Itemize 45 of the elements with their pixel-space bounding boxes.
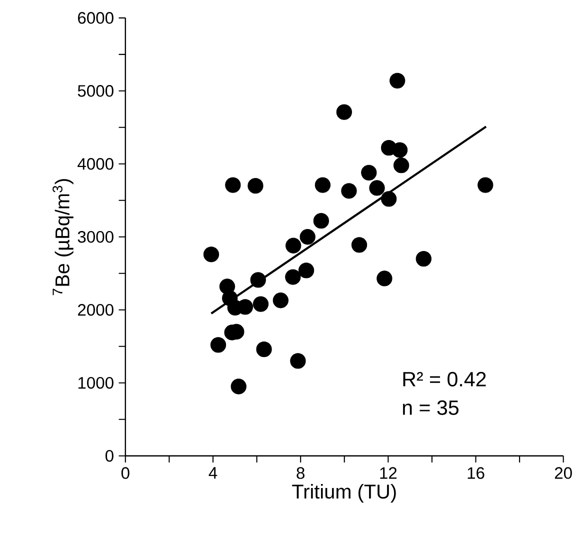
annotation: n = 35	[402, 400, 458, 415]
y-tick-label: 2000	[78, 304, 114, 316]
point	[369, 180, 385, 196]
x-axis-title: Tritium (TU)	[292, 484, 396, 502]
point	[225, 176, 241, 193]
point	[210, 336, 226, 352]
y-tick-label: 6000	[78, 12, 114, 24]
point	[230, 378, 246, 394]
point	[478, 176, 494, 193]
x-tick-label: 8	[296, 466, 304, 479]
point	[203, 246, 220, 262]
point	[351, 236, 368, 252]
y-axis-title: $^{7}$Be (µBq/m$^{3}$)	[52, 178, 74, 295]
x-tick-label: 20	[554, 466, 572, 479]
y-tick-label: 1000	[78, 376, 114, 388]
point	[300, 228, 316, 244]
point	[313, 212, 329, 228]
point	[390, 72, 406, 88]
point	[286, 238, 302, 254]
point	[341, 182, 357, 198]
point	[314, 176, 331, 193]
x-tick-label: 16	[468, 466, 484, 479]
point	[285, 268, 301, 285]
point	[416, 250, 432, 266]
point	[376, 270, 392, 286]
point	[392, 142, 408, 158]
x-tick-label: 0	[121, 466, 130, 479]
point	[256, 341, 272, 357]
point	[361, 164, 377, 180]
point	[381, 190, 397, 207]
annotation: R² = 0.42	[403, 372, 486, 386]
x-tick-label: 12	[380, 466, 397, 479]
point	[252, 296, 269, 312]
point	[290, 352, 306, 369]
y-tick-label: 3000	[78, 230, 114, 243]
x-tick-label: 4	[208, 466, 218, 478]
y-tick-label: 4000	[78, 158, 114, 170]
point	[393, 157, 410, 173]
point	[248, 178, 264, 194]
point	[298, 262, 314, 278]
y-tick-label: 5000	[78, 84, 114, 97]
point	[336, 104, 352, 120]
y-tick-label: 0	[106, 450, 114, 462]
point	[272, 292, 288, 308]
point	[250, 272, 266, 288]
